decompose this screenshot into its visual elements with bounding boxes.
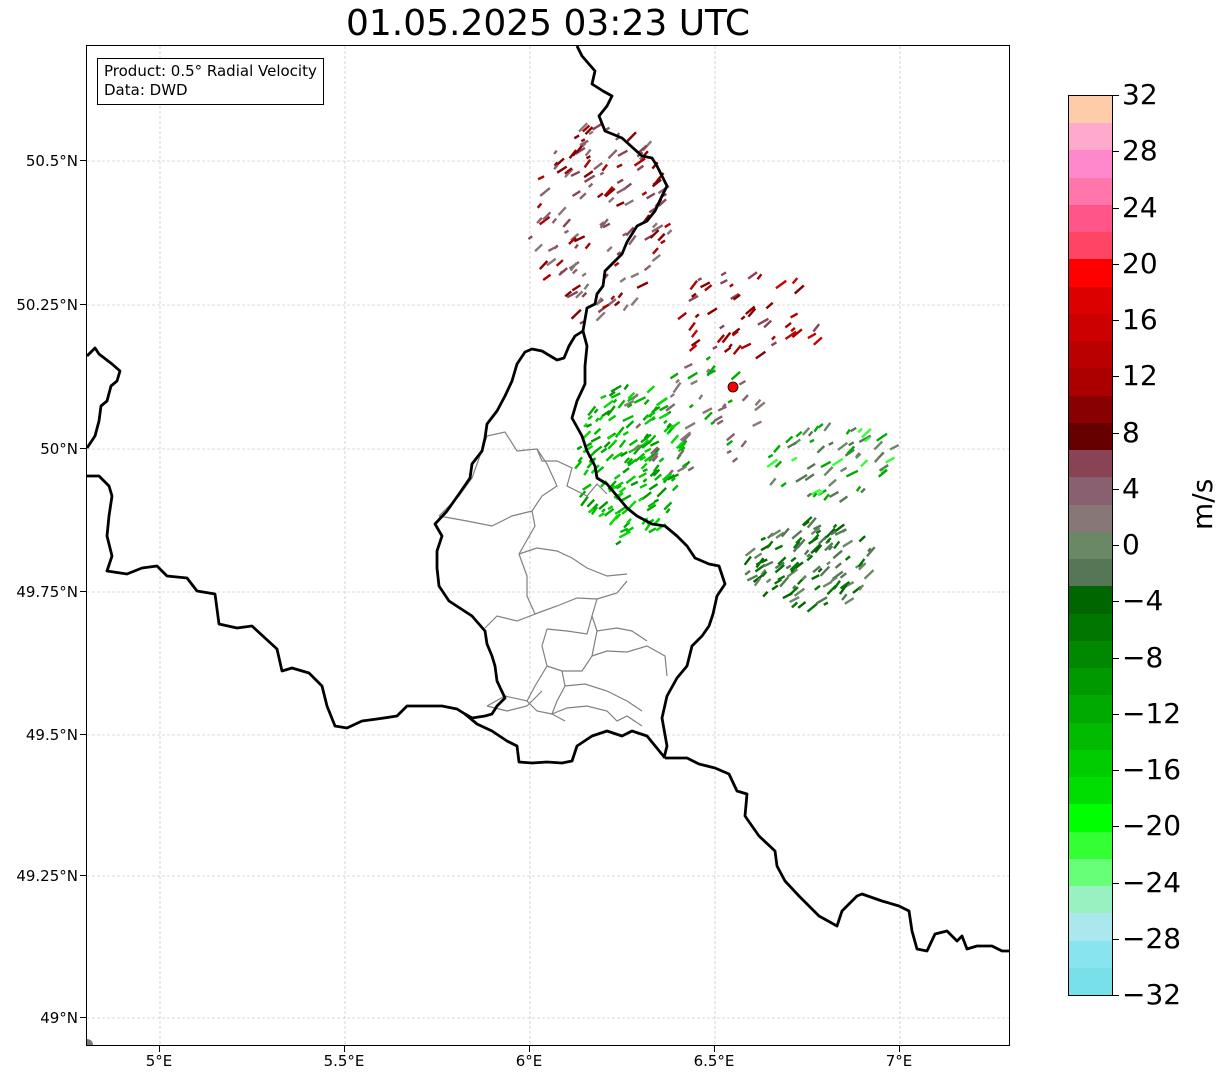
colorbar-segment bbox=[1069, 96, 1112, 125]
colorbar-tick-label: −4 bbox=[1122, 584, 1164, 618]
colorbar-tick-label: 12 bbox=[1122, 359, 1158, 393]
colorbar-segment bbox=[1069, 559, 1112, 588]
colorbar-tick-label: 32 bbox=[1122, 78, 1158, 111]
colorbar-segment bbox=[1069, 286, 1112, 315]
colorbar-segment bbox=[1069, 450, 1112, 479]
national-borders bbox=[87, 46, 1009, 953]
radar-site-marker bbox=[727, 381, 739, 393]
colorbar-segment bbox=[1069, 722, 1112, 751]
region-borders bbox=[438, 431, 668, 727]
colorbar-segment bbox=[1069, 777, 1112, 806]
colorbar-segment bbox=[1069, 177, 1112, 206]
colorbar-segment bbox=[1069, 313, 1112, 343]
colorbar-segment bbox=[1069, 886, 1112, 915]
colorbar-tick-label: −28 bbox=[1122, 921, 1182, 955]
radar-map[interactable] bbox=[86, 45, 1010, 1046]
colorbar-unit: m/s bbox=[1186, 478, 1219, 530]
colorbar-segment bbox=[1069, 368, 1112, 397]
radar-echoes bbox=[527, 122, 900, 613]
lat-label: 49.75°N bbox=[16, 583, 78, 601]
colorbar-tick-label: 8 bbox=[1122, 415, 1140, 449]
colorbar-segment bbox=[1069, 232, 1112, 261]
colorbar-segment bbox=[1069, 395, 1112, 424]
colorbar-tick-label: −32 bbox=[1122, 978, 1182, 1011]
colorbar-segment bbox=[1069, 967, 1112, 995]
colorbar-segment bbox=[1069, 831, 1112, 860]
colorbar-segment bbox=[1069, 940, 1112, 969]
lat-label: 50.25°N bbox=[16, 296, 78, 314]
colorbar-tick-label: −24 bbox=[1122, 865, 1182, 899]
colorbar-segment bbox=[1069, 613, 1112, 642]
colorbar-segment bbox=[1069, 913, 1112, 942]
info-box: Product: 0.5° Radial Velocity Data: DWD bbox=[97, 58, 324, 105]
colorbar-segment bbox=[1069, 504, 1112, 533]
lon-label: 5°E bbox=[145, 1052, 173, 1070]
colorbar-segment bbox=[1069, 749, 1112, 779]
lon-label: 6.5°E bbox=[693, 1052, 735, 1070]
lat-label: 50°N bbox=[40, 440, 78, 458]
colorbar-tick-label: −12 bbox=[1122, 696, 1182, 730]
colorbar-segment bbox=[1069, 150, 1112, 179]
colorbar-tick-label: 24 bbox=[1122, 190, 1158, 224]
colorbar-segment bbox=[1069, 531, 1112, 561]
lon-label: 5.5°E bbox=[323, 1052, 365, 1070]
colorbar-tick-label: 4 bbox=[1122, 471, 1140, 505]
colorbar-tick-label: 0 bbox=[1122, 528, 1140, 561]
map-canvas bbox=[87, 46, 1009, 1045]
lat-label: 49.5°N bbox=[25, 726, 78, 744]
map-title: 01.05.2025 03:23 UTC bbox=[345, 3, 751, 44]
colorbar-segment bbox=[1069, 204, 1112, 234]
product-label: Product: 0.5° Radial Velocity bbox=[104, 62, 317, 80]
colorbar-segment bbox=[1069, 259, 1112, 288]
lat-label: 49.25°N bbox=[16, 867, 78, 885]
colorbar bbox=[1068, 95, 1113, 996]
colorbar-segment bbox=[1069, 695, 1112, 724]
colorbar-segment bbox=[1069, 123, 1112, 152]
data-source-label: Data: DWD bbox=[104, 81, 188, 99]
lon-label: 6°E bbox=[515, 1052, 543, 1070]
colorbar-tick-label: −16 bbox=[1122, 753, 1182, 786]
colorbar-segment bbox=[1069, 422, 1112, 452]
colorbar-tick-label: 16 bbox=[1122, 303, 1158, 336]
colorbar-segment bbox=[1069, 640, 1112, 670]
colorbar-segment bbox=[1069, 668, 1112, 697]
lon-label: 7°E bbox=[885, 1052, 913, 1070]
colorbar-tick-label: −20 bbox=[1122, 809, 1182, 843]
colorbar-tick-label: 28 bbox=[1122, 134, 1158, 168]
colorbar-segment bbox=[1069, 804, 1112, 833]
colorbar-tick-label: 20 bbox=[1122, 246, 1158, 280]
lat-label: 49°N bbox=[40, 1009, 78, 1027]
colorbar-segment bbox=[1069, 341, 1112, 370]
colorbar-segment bbox=[1069, 858, 1112, 888]
colorbar-segment bbox=[1069, 586, 1112, 615]
colorbar-segment bbox=[1069, 477, 1112, 506]
lat-label: 50.5°N bbox=[25, 152, 78, 170]
gridlines bbox=[87, 46, 1009, 1045]
colorbar-tick-label: −8 bbox=[1122, 640, 1164, 674]
